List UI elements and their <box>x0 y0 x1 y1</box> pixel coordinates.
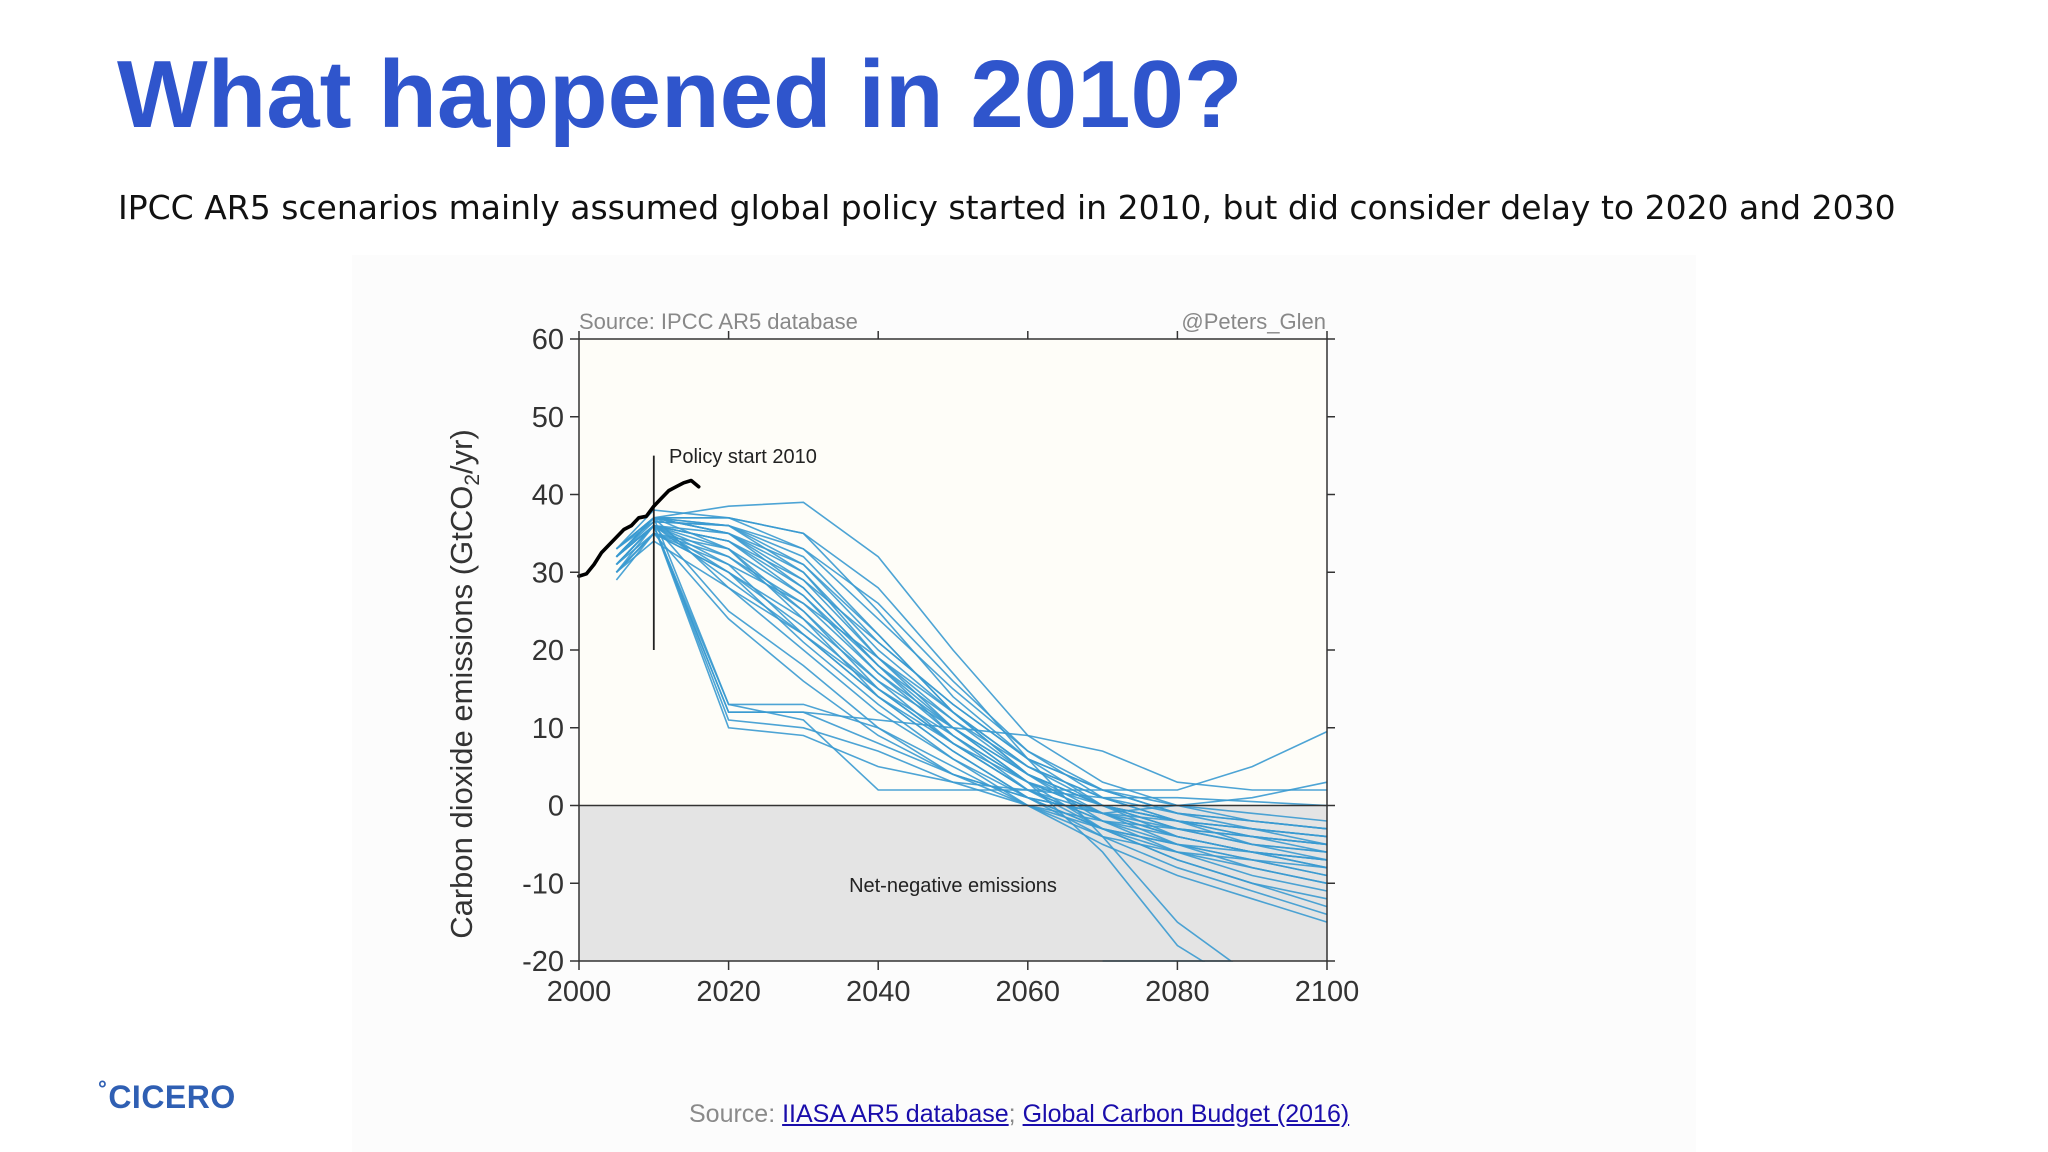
scenario-line-14 <box>615 516 1328 877</box>
logo-text: CICERO <box>108 1079 236 1115</box>
chart-panel: -20 -10 0 10 20 30 40 50 60 2000 2020 2040 2060 2080 2… <box>352 255 1696 1152</box>
x-tick-label: 2040 <box>846 976 911 1008</box>
axes: -20 -10 0 10 20 30 40 50 60 2000 2020 2040 2060 2080 2… <box>522 324 1359 1008</box>
slide-title: What happened in 2010? <box>117 41 1243 148</box>
scenario-lines <box>615 501 1328 962</box>
policy-start-label: Policy start 2010 <box>669 446 817 468</box>
scenario-line-15 <box>615 524 1328 869</box>
y-tick-label: 30 <box>532 557 564 589</box>
scenario-line-31 <box>615 532 1328 838</box>
y-axis-label-main: Carbon dioxide emissions (GtCO <box>444 486 479 939</box>
scenario-line-36 <box>615 516 1328 830</box>
scenario-line-19 <box>615 516 1328 807</box>
emissions-chart: -20 -10 0 10 20 30 40 50 60 2000 2020 2040 2060 2080 2… <box>444 309 1359 1008</box>
y-tick-label: 10 <box>532 713 564 745</box>
credit-handle: @Peters_Glen <box>1181 309 1326 334</box>
scenario-line-35 <box>615 516 1328 861</box>
y-tick-label: -10 <box>522 868 564 900</box>
scenario-line-30 <box>615 509 1328 846</box>
scenario-line-34 <box>615 524 1328 822</box>
y-axis-label: Carbon dioxide emissions (GtCO2/yr) <box>444 429 484 939</box>
y-tick-label: 20 <box>532 635 564 667</box>
source-link-iiasa[interactable]: IIASA AR5 database <box>782 1100 1009 1128</box>
scenario-line-33 <box>615 540 1328 861</box>
scenario-line-29 <box>615 516 1328 908</box>
source-separator: ; <box>1008 1100 1016 1128</box>
x-tick-label: 2020 <box>696 976 761 1008</box>
source-note: Source: IPCC AR5 database <box>579 309 858 334</box>
x-tick-label: 2000 <box>547 976 612 1008</box>
y-axis-label-unit: /yr) <box>444 429 479 474</box>
net-negative-label: Net-negative emissions <box>849 875 1057 897</box>
scenario-line-22 <box>615 524 1328 815</box>
x-tick-label: 2060 <box>996 976 1061 1008</box>
y-axis-label-subscript: 2 <box>461 474 484 486</box>
scenario-line-1 <box>615 501 1328 830</box>
logo-mark: ° <box>98 1076 108 1101</box>
footer-source: Source: IIASA AR5 database; Global Carbo… <box>689 1100 1349 1129</box>
slide-subtitle: IPCC AR5 scenarios mainly assumed global… <box>118 188 1896 227</box>
x-tick-label: 2080 <box>1145 976 1210 1008</box>
y-tick-label: -20 <box>522 946 564 978</box>
y-tick-label: 0 <box>548 791 564 823</box>
source-link-gcb[interactable]: Global Carbon Budget (2016) <box>1022 1100 1350 1128</box>
source-prefix: Source: <box>689 1100 783 1128</box>
y-tick-label: 60 <box>532 324 564 356</box>
x-tick-label: 2100 <box>1295 976 1360 1008</box>
scenario-line-21 <box>615 524 1328 791</box>
scenario-line-25 <box>615 516 1328 846</box>
cicero-logo: °CICERO <box>98 1076 236 1116</box>
historical-emissions-line <box>577 478 701 578</box>
y-tick-label: 40 <box>532 480 564 512</box>
y-tick-label: 50 <box>532 402 564 434</box>
